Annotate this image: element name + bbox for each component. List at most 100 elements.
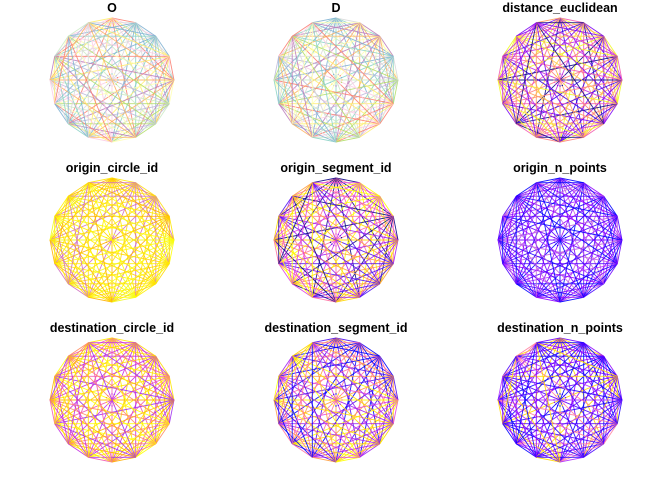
edge (54, 22, 89, 104)
edge (616, 239, 623, 264)
center-dot (117, 399, 119, 401)
edge (502, 376, 517, 444)
center-dot (557, 244, 559, 247)
edge (155, 216, 170, 284)
center-dot (341, 399, 343, 401)
edge (559, 177, 584, 184)
edge (535, 22, 618, 105)
edge (515, 22, 537, 124)
edge (49, 79, 136, 138)
edge (312, 342, 394, 377)
edge (335, 296, 360, 303)
center-dot (107, 235, 109, 237)
edge (312, 182, 380, 197)
edge (273, 239, 360, 298)
edge (111, 136, 136, 143)
edge (291, 283, 313, 298)
edge (502, 55, 623, 81)
edge (515, 123, 537, 138)
edge (312, 136, 337, 143)
edge (54, 177, 113, 217)
network-graph (273, 337, 399, 463)
edge (278, 375, 381, 445)
edge (559, 22, 585, 143)
edge (359, 182, 381, 197)
edge (292, 443, 337, 463)
edge (497, 399, 504, 424)
center-dot (337, 244, 339, 247)
edge (502, 215, 623, 241)
edge (502, 263, 561, 303)
center-dot (555, 75, 557, 77)
center-dot (105, 241, 108, 243)
edge (312, 342, 380, 357)
center-dot (340, 77, 343, 79)
edge (291, 35, 361, 138)
edge (291, 182, 313, 284)
edge (49, 239, 136, 298)
edge (54, 55, 157, 125)
edge (54, 103, 69, 125)
edge (273, 79, 394, 105)
edge (502, 22, 537, 104)
edge (54, 35, 157, 105)
edge (583, 342, 623, 401)
edge (54, 376, 69, 444)
edge (278, 55, 399, 81)
edge (67, 342, 89, 444)
center-dot (331, 243, 333, 245)
edge (535, 22, 561, 143)
edge (291, 22, 313, 124)
edge (87, 182, 157, 285)
edge (497, 239, 584, 298)
edge (87, 22, 157, 125)
edge (359, 342, 381, 357)
edge (54, 342, 89, 377)
edge (273, 79, 280, 104)
edge (515, 215, 618, 285)
edge (67, 35, 170, 105)
edge (583, 399, 623, 458)
edge (497, 399, 618, 425)
edge (155, 376, 170, 444)
panel-destination-circle-id: destination_circle_id (0, 320, 224, 480)
edge (49, 79, 69, 124)
edge (536, 22, 618, 57)
edge (67, 182, 89, 197)
panel-origin-circle-id: origin_circle_id (0, 160, 224, 320)
center-dot (555, 395, 557, 397)
center-dot (339, 83, 341, 85)
edge (54, 356, 69, 424)
edge (603, 423, 618, 445)
edge (135, 342, 175, 401)
edge (515, 356, 537, 458)
edge (273, 215, 394, 241)
edge (535, 182, 561, 303)
edge (278, 376, 337, 463)
edge (502, 215, 605, 285)
edge (515, 35, 585, 138)
edge (516, 342, 584, 357)
center-dot (337, 84, 339, 87)
edge (392, 216, 399, 241)
edge (54, 423, 113, 463)
edge (583, 342, 605, 357)
edge (67, 215, 170, 285)
edge (312, 182, 399, 241)
center-dot (553, 397, 556, 399)
edge (359, 399, 399, 458)
edge (88, 136, 113, 143)
edge (111, 423, 170, 463)
edge (88, 22, 175, 81)
edge (54, 56, 113, 143)
edge (335, 17, 360, 24)
edge (502, 177, 561, 217)
panel-title: destination_n_points (497, 321, 623, 335)
edge (54, 196, 69, 264)
edge (54, 103, 113, 143)
center-dot (339, 243, 341, 245)
edge (67, 22, 89, 124)
edge (54, 36, 69, 104)
edge (87, 22, 170, 105)
